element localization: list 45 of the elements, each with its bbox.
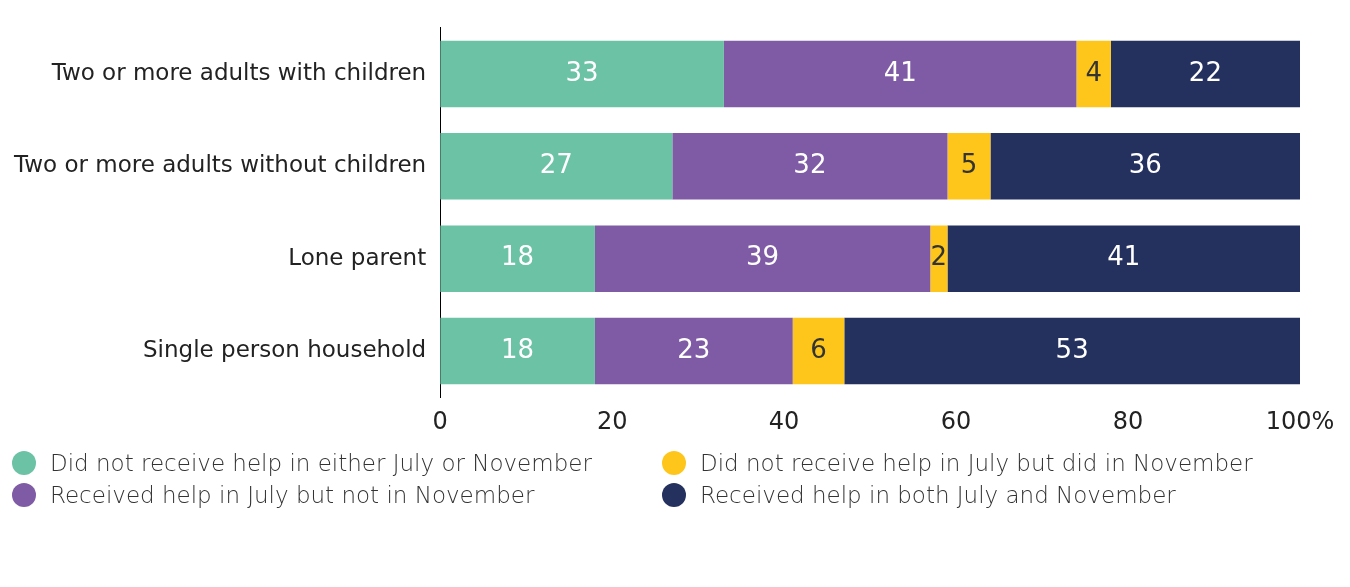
legend-label: Did not receive help in July but did in November bbox=[700, 450, 1253, 476]
x-tick-label: 80 bbox=[1112, 406, 1144, 435]
legend-label: Did not receive help in either July or November bbox=[50, 450, 592, 476]
bar bbox=[594, 317, 793, 385]
bar bbox=[440, 133, 673, 200]
bar bbox=[844, 317, 1300, 385]
data-label: 2 bbox=[930, 241, 948, 272]
data-label: 41 bbox=[883, 56, 917, 87]
data-label: 4 bbox=[1085, 56, 1102, 87]
x-tick-label: 100% bbox=[1265, 406, 1335, 435]
data-label: 23 bbox=[677, 333, 711, 364]
bar bbox=[947, 133, 991, 200]
data-label: 22 bbox=[1188, 56, 1222, 87]
data-label: 53 bbox=[1055, 333, 1089, 364]
y-tick-label: Single person household bbox=[143, 335, 427, 362]
x-tick-label: 40 bbox=[768, 406, 800, 435]
data-label: 5 bbox=[960, 149, 978, 180]
bar bbox=[440, 40, 724, 108]
bar bbox=[947, 225, 1300, 292]
bar bbox=[1110, 40, 1300, 108]
bar bbox=[990, 133, 1300, 200]
x-tick-label: 0 bbox=[432, 406, 448, 435]
data-label: 41 bbox=[1107, 241, 1141, 272]
bar bbox=[594, 225, 931, 292]
y-tick-label: Lone parent bbox=[288, 243, 427, 270]
data-label: 27 bbox=[539, 149, 573, 180]
data-label: 6 bbox=[810, 333, 827, 364]
bar bbox=[792, 317, 845, 385]
data-label: 36 bbox=[1128, 149, 1162, 180]
bar bbox=[440, 225, 595, 292]
bar bbox=[723, 40, 1077, 108]
bar bbox=[672, 133, 948, 200]
x-tick-label: 20 bbox=[596, 406, 628, 435]
y-tick-label: Two or more adults with children bbox=[50, 58, 427, 85]
data-label: 33 bbox=[565, 56, 599, 87]
y-tick-label: Two or more adults without children bbox=[12, 151, 427, 178]
data-label: 18 bbox=[501, 333, 535, 364]
data-label: 32 bbox=[793, 149, 827, 180]
data-label: 39 bbox=[746, 241, 780, 272]
legend-label: Received help in July but not in November bbox=[50, 482, 535, 508]
bar bbox=[1076, 40, 1111, 108]
legend-label: Received help in both July and November bbox=[700, 482, 1176, 508]
data-label: 18 bbox=[501, 241, 535, 272]
bar bbox=[440, 317, 595, 385]
x-tick-label: 60 bbox=[940, 406, 972, 435]
